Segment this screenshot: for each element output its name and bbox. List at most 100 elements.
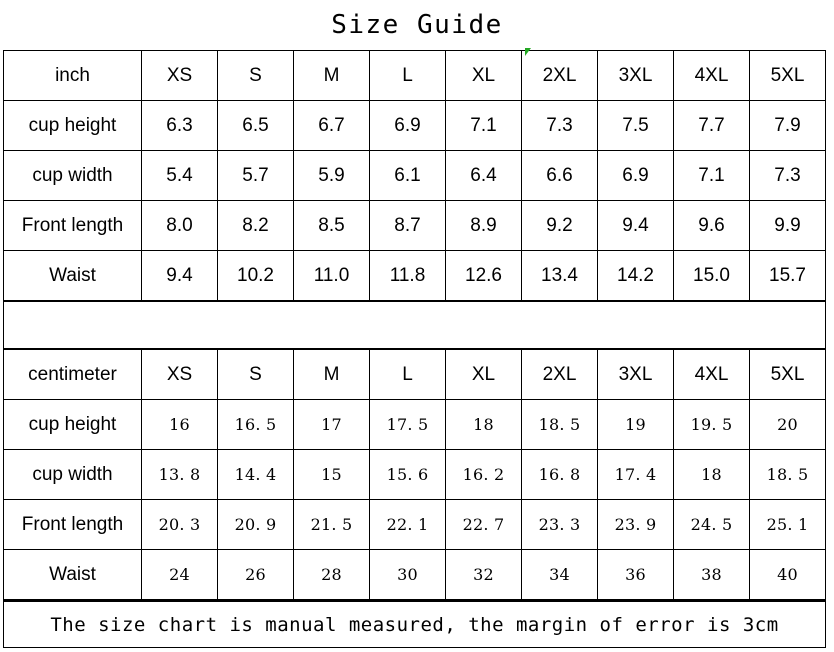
cell-cm-cup-height-2xl: 18. 5: [521, 399, 598, 450]
cell-inch-front-length-3xl: 9.4: [597, 200, 674, 251]
title-bar: Size Guide: [0, 0, 834, 50]
column-header-cm-5xl: 5XL: [749, 349, 826, 400]
cell-cm-front-length-l: 22. 1: [369, 499, 446, 550]
cell-inch-front-length-xl: 8.9: [445, 200, 522, 251]
column-header-cm-s: S: [217, 349, 294, 400]
cell-inch-cup-width-xs: 5.4: [141, 150, 218, 201]
column-header-xs: XS: [141, 50, 218, 101]
inch-header-row: inch XS S M L XL 2XL 3XL 4XL 5XL: [3, 50, 826, 101]
cell-cm-front-length-5xl: 25. 1: [749, 499, 826, 550]
centimeter-size-table: centimeter XS S M L XL 2XL 3XL 4XL 5XL c…: [3, 349, 826, 600]
cell-inch-front-length-4xl: 9.6: [673, 200, 750, 251]
row-label-cm-cup-width: cup width: [3, 449, 142, 500]
cell-inch-cup-height-3xl: 7.5: [597, 100, 674, 151]
table-row: Front length 20. 3 20. 9 21. 5 22. 1 22.…: [3, 499, 826, 550]
table-row: cup width 5.4 5.7 5.9 6.1 6.4 6.6 6.9 7.…: [3, 150, 826, 201]
cell-inch-waist-5xl: 15.7: [749, 250, 826, 301]
row-label-cm-cup-height: cup height: [3, 399, 142, 450]
cell-cm-front-length-4xl: 24. 5: [673, 499, 750, 550]
cell-cm-cup-height-xs: 16: [141, 399, 218, 450]
cell-inch-front-length-xs: 8.0: [141, 200, 218, 251]
centimeter-table-wrapper: centimeter XS S M L XL 2XL 3XL 4XL 5XL c…: [0, 349, 834, 600]
column-header-xl: XL: [445, 50, 522, 101]
cell-cm-cup-width-s: 14. 4: [217, 449, 294, 500]
column-header-cm-2xl: 2XL: [521, 349, 598, 400]
column-header-cm-4xl: 4XL: [673, 349, 750, 400]
table-row: cup height 16 16. 5 17 17. 5 18 18. 5 19…: [3, 399, 826, 450]
column-header-cm-3xl: 3XL: [597, 349, 674, 400]
cell-inch-cup-width-2xl: 6.6: [521, 150, 598, 201]
cell-cm-waist-m: 28: [293, 549, 370, 600]
inch-unit-label: inch: [3, 50, 142, 101]
cell-cm-front-length-xs: 20. 3: [141, 499, 218, 550]
row-label-front-length: Front length: [3, 200, 142, 251]
cell-inch-cup-width-xl: 6.4: [445, 150, 522, 201]
centimeter-header-row: centimeter XS S M L XL 2XL 3XL 4XL 5XL: [3, 349, 826, 400]
cell-cm-waist-l: 30: [369, 549, 446, 600]
cell-cm-waist-xl: 32: [445, 549, 522, 600]
column-header-l: L: [369, 50, 446, 101]
measurement-disclaimer: The size chart is manual measured, the m…: [50, 613, 779, 636]
cell-inch-cup-width-l: 6.1: [369, 150, 446, 201]
cell-inch-cup-height-s: 6.5: [217, 100, 294, 151]
row-label-waist: Waist: [3, 250, 142, 301]
cell-cm-waist-3xl: 36: [597, 549, 674, 600]
row-label-cup-width: cup width: [3, 150, 142, 201]
cell-inch-cup-height-l: 6.9: [369, 100, 446, 151]
column-header-cm-m: M: [293, 349, 370, 400]
inch-table-wrapper: inch XS S M L XL 2XL 3XL 4XL 5XL cup hei…: [0, 50, 834, 301]
cell-inch-cup-width-4xl: 7.1: [673, 150, 750, 201]
cell-cm-waist-2xl: 34: [521, 549, 598, 600]
cell-cm-front-length-m: 21. 5: [293, 499, 370, 550]
inch-size-table: inch XS S M L XL 2XL 3XL 4XL 5XL cup hei…: [3, 50, 826, 301]
cell-inch-cup-width-5xl: 7.3: [749, 150, 826, 201]
page-title: Size Guide: [331, 10, 503, 40]
cell-inch-cup-height-4xl: 7.7: [673, 100, 750, 151]
cell-cm-waist-s: 26: [217, 549, 294, 600]
cell-inch-cup-width-3xl: 6.9: [597, 150, 674, 201]
cell-inch-front-length-2xl: 9.2: [521, 200, 598, 251]
column-header-m: M: [293, 50, 370, 101]
cell-inch-cup-height-xl: 7.1: [445, 100, 522, 151]
cell-cm-cup-height-s: 16. 5: [217, 399, 294, 450]
row-label-cm-front-length: Front length: [3, 499, 142, 550]
cell-cm-cup-width-xs: 13. 8: [141, 449, 218, 500]
column-header-cm-xs: XS: [141, 349, 218, 400]
cell-cm-cup-height-m: 17: [293, 399, 370, 450]
cell-cm-waist-5xl: 40: [749, 549, 826, 600]
cell-inch-cup-height-xs: 6.3: [141, 100, 218, 151]
cell-inch-front-length-m: 8.5: [293, 200, 370, 251]
cell-inch-cup-height-2xl: 7.3: [521, 100, 598, 151]
cell-cm-cup-height-3xl: 19: [597, 399, 674, 450]
table-row: cup width 13. 8 14. 4 15 15. 6 16. 2 16.…: [3, 449, 826, 500]
row-label-cup-height: cup height: [3, 100, 142, 151]
column-header-3xl: 3XL: [597, 50, 674, 101]
centimeter-unit-label: centimeter: [3, 349, 142, 400]
cell-cm-cup-width-l: 15. 6: [369, 449, 446, 500]
cell-inch-waist-xl: 12.6: [445, 250, 522, 301]
cell-cm-cup-width-4xl: 18: [673, 449, 750, 500]
cell-inch-waist-4xl: 15.0: [673, 250, 750, 301]
cell-inch-front-length-5xl: 9.9: [749, 200, 826, 251]
column-header-cm-xl: XL: [445, 349, 522, 400]
table-row: Waist 9.4 10.2 11.0 11.8 12.6 13.4 14.2 …: [3, 250, 826, 301]
cell-cm-front-length-xl: 22. 7: [445, 499, 522, 550]
footer-note-band: The size chart is manual measured, the m…: [3, 600, 826, 648]
cell-cm-waist-xs: 24: [141, 549, 218, 600]
cell-inch-waist-m: 11.0: [293, 250, 370, 301]
column-header-5xl: 5XL: [749, 50, 826, 101]
cell-cm-cup-width-3xl: 17. 4: [597, 449, 674, 500]
column-header-s: S: [217, 50, 294, 101]
cell-cm-waist-4xl: 38: [673, 549, 750, 600]
column-header-4xl: 4XL: [673, 50, 750, 101]
cell-inch-front-length-s: 8.2: [217, 200, 294, 251]
table-row: cup height 6.3 6.5 6.7 6.9 7.1 7.3 7.5 7…: [3, 100, 826, 151]
cell-inch-front-length-l: 8.7: [369, 200, 446, 251]
cell-inch-waist-2xl: 13.4: [521, 250, 598, 301]
cell-cm-front-length-3xl: 23. 9: [597, 499, 674, 550]
cell-inch-cup-height-m: 6.7: [293, 100, 370, 151]
row-label-cm-waist: Waist: [3, 549, 142, 600]
column-header-cm-l: L: [369, 349, 446, 400]
cell-inch-waist-l: 11.8: [369, 250, 446, 301]
